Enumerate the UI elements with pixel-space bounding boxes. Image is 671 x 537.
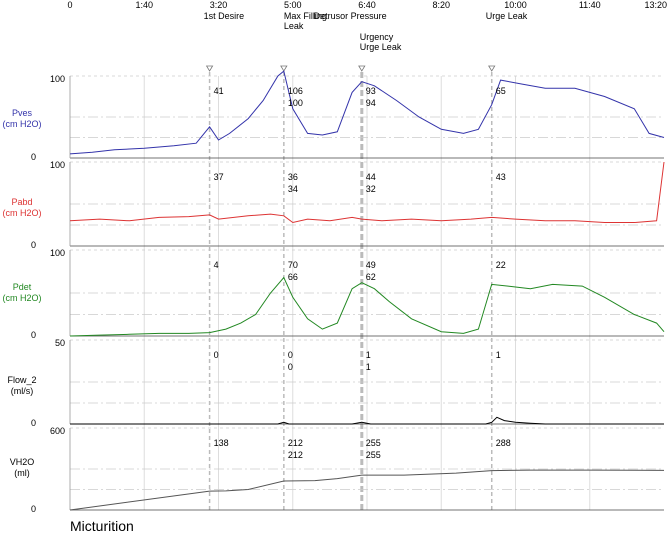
marker-value: 34	[288, 184, 298, 194]
marker-value: 62	[366, 272, 376, 282]
series-line-pabd	[69, 161, 665, 224]
marker-value: 255	[366, 450, 381, 460]
marker-value: 106	[288, 86, 303, 96]
y-max-label: 100	[50, 74, 65, 84]
marker-value: 138	[214, 438, 229, 448]
time-tick-label: 8:20	[432, 0, 450, 10]
time-tick-label: 5:00	[284, 0, 302, 10]
marker-value: 1	[366, 350, 371, 360]
channel-name: Pdet	[13, 282, 32, 292]
marker-value: 22	[496, 260, 506, 270]
time-tick-label: 10:00	[504, 0, 527, 10]
event-label: Urge Leak	[360, 42, 402, 52]
marker-value: 93	[366, 86, 376, 96]
event-label: 1st Desire	[204, 11, 245, 21]
channel-unit: (cm H2O)	[3, 119, 42, 129]
marker-value: 1	[366, 362, 371, 372]
event-marker	[358, 65, 366, 72]
y-min-label: 0	[31, 418, 36, 428]
y-min-label: 0	[31, 152, 36, 162]
marker-value: 288	[496, 438, 511, 448]
series-line-pves	[69, 70, 665, 155]
y-max-label: 50	[55, 338, 65, 348]
marker-value: 0	[288, 362, 293, 372]
marker-value: 65	[496, 86, 506, 96]
marker-value: 0	[288, 350, 293, 360]
y-min-label: 0	[31, 240, 36, 250]
marker-value: 94	[366, 98, 376, 108]
marker-value: 212	[288, 438, 303, 448]
marker-value: 44	[366, 172, 376, 182]
marker-value: 212	[288, 450, 303, 460]
y-min-label: 0	[31, 330, 36, 340]
footer-label: Micturition	[70, 518, 134, 534]
event-marker	[488, 65, 496, 72]
marker-value: 100	[288, 98, 303, 108]
marker-value: 37	[214, 172, 224, 182]
event-marker	[205, 65, 214, 72]
event-label: Urge Leak	[486, 11, 528, 21]
marker-value: 70	[288, 260, 298, 270]
channel-unit: (ml/s)	[11, 386, 34, 396]
marker-value: 32	[366, 184, 376, 194]
series-line-flow_2	[70, 416, 664, 425]
y-max-label: 600	[50, 426, 65, 436]
y-max-label: 100	[50, 160, 65, 170]
marker-value: 36	[288, 172, 298, 182]
channel-name: VH2O	[10, 457, 35, 467]
time-tick-label: 0	[67, 0, 72, 10]
time-tick-label: 11:40	[579, 0, 601, 10]
time-tick-label: 3:20	[210, 0, 228, 10]
marker-value: 49	[366, 260, 376, 270]
marker-value: 255	[366, 438, 381, 448]
series-line-pdet	[69, 276, 665, 337]
marker-value: 41	[214, 86, 224, 96]
event-label: Max Filling	[284, 11, 327, 21]
channel-unit: (ml)	[14, 468, 30, 478]
time-tick-label: 6:40	[358, 0, 376, 10]
channel-unit: (cm H2O)	[3, 293, 42, 303]
event-label: Detrusor Pressure	[314, 11, 387, 21]
event-marker	[280, 65, 288, 72]
y-max-label: 100	[50, 248, 65, 258]
event-label: Leak	[284, 21, 304, 31]
channel-unit: (cm H2O)	[3, 208, 42, 218]
time-tick-label: 13:20	[644, 0, 667, 10]
event-label: Urgency	[360, 32, 394, 42]
channel-name: Pves	[12, 108, 33, 118]
marker-value: 1	[496, 350, 501, 360]
marker-value: 0	[214, 350, 219, 360]
channel-name: Pabd	[11, 197, 32, 207]
y-min-label: 0	[31, 504, 36, 514]
series-line-vh2o	[69, 469, 665, 511]
marker-value: 4	[214, 260, 219, 270]
marker-value: 43	[496, 172, 506, 182]
marker-value: 66	[288, 272, 298, 282]
channel-name: Flow_2	[7, 375, 36, 385]
time-tick-label: 1:40	[135, 0, 153, 10]
